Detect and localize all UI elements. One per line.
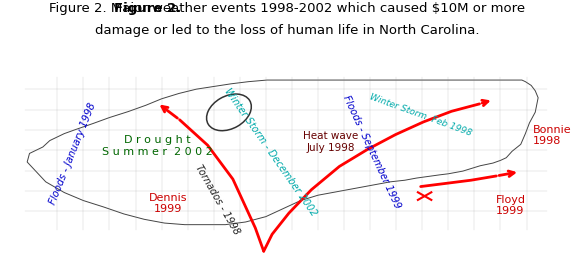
Text: Heat wave
July 1998: Heat wave July 1998 (304, 131, 359, 153)
Text: Floods - January 1998: Floods - January 1998 (48, 101, 98, 206)
Text: Tornados - 1998: Tornados - 1998 (194, 162, 242, 236)
Text: Bonnie
1998: Bonnie 1998 (533, 125, 572, 147)
Text: Winter Storm  Feb 1998: Winter Storm Feb 1998 (369, 93, 473, 138)
Text: Figure 2.: Figure 2. (114, 2, 181, 15)
Polygon shape (27, 80, 538, 225)
Text: Dennis
1999: Dennis 1999 (149, 193, 187, 214)
Text: damage or led to the loss of human life in North Carolina.: damage or led to the loss of human life … (95, 24, 480, 37)
Text: Figure 2. Major weather events 1998-2002 which caused $10M or more: Figure 2. Major weather events 1998-2002… (49, 2, 526, 15)
Text: Floyd
1999: Floyd 1999 (496, 195, 526, 217)
Text: Figure 2. Major weather events 1998-2002 which caused $10M or more: Figure 2. Major weather events 1998-2002… (49, 2, 526, 15)
Text: Floods - September 1999: Floods - September 1999 (341, 93, 402, 210)
Text: D r o u g h t
S u m m e r  2 0 0 2: D r o u g h t S u m m e r 2 0 0 2 (102, 135, 213, 157)
Text: Winter Storm - December 2002: Winter Storm - December 2002 (223, 87, 319, 218)
